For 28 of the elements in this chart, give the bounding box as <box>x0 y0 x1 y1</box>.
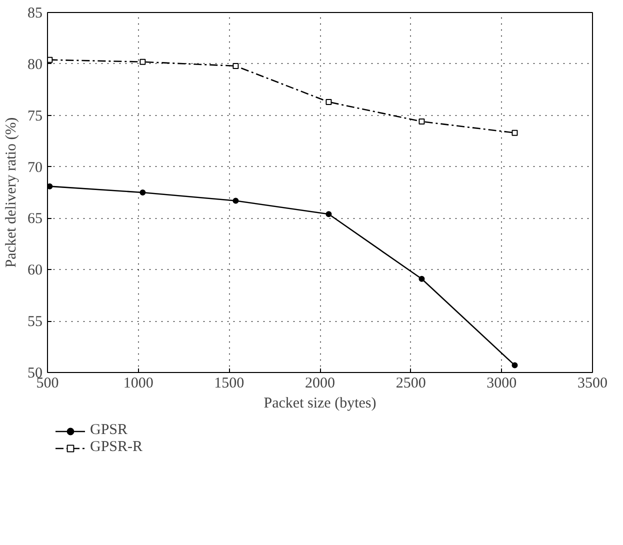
y-tick-label: 85 <box>28 6 42 22</box>
point <box>418 118 425 125</box>
legend-label: GPSR <box>90 422 128 439</box>
point <box>326 211 332 218</box>
point <box>418 276 425 282</box>
point <box>326 98 332 105</box>
point <box>232 62 239 69</box>
x-tick-label: 2000 <box>305 376 335 392</box>
y-axis-title: Packet delivery ratio (%) <box>4 117 20 268</box>
point <box>48 183 53 190</box>
x-tick-label: 3500 <box>578 376 608 392</box>
x-tick-label: 2500 <box>396 376 426 392</box>
point <box>140 190 146 196</box>
x-tick-label: 1000 <box>123 376 154 392</box>
x-tick-label: 3000 <box>486 376 517 392</box>
y-tick-label: 60 <box>28 262 42 279</box>
y-tick-label: 75 <box>28 108 42 124</box>
x-axis-title: Packet size (bytes) <box>264 396 376 412</box>
legend-label: GPSR-R <box>90 439 143 456</box>
point <box>512 362 518 368</box>
x-tick-label: 1500 <box>214 376 244 392</box>
y-tick-label: 70 <box>28 160 42 176</box>
y-tick-label: 80 <box>28 56 42 73</box>
point <box>512 130 518 136</box>
point <box>232 198 239 204</box>
point <box>140 58 146 65</box>
y-tick-label: 65 <box>28 211 42 228</box>
y-tick-label: 55 <box>28 314 42 330</box>
